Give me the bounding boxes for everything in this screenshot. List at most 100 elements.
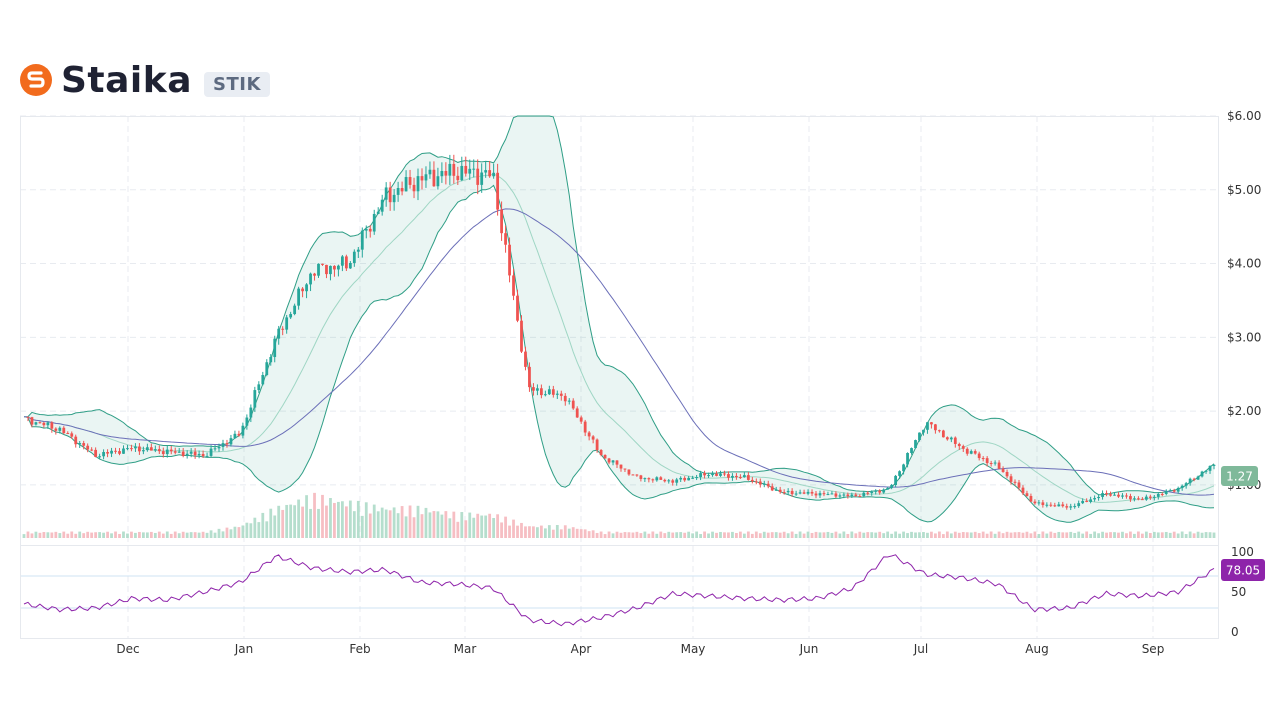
volume-bar bbox=[50, 532, 54, 538]
candle-body bbox=[122, 448, 125, 454]
volume-bar bbox=[233, 526, 237, 538]
candle-body bbox=[1188, 478, 1192, 484]
candle-body bbox=[384, 187, 388, 200]
candle-body bbox=[508, 244, 511, 276]
volume-bar bbox=[221, 531, 225, 538]
volume-bar bbox=[727, 532, 730, 538]
volume-bar bbox=[699, 534, 702, 538]
volume-bar bbox=[926, 532, 929, 538]
candle-body bbox=[778, 489, 782, 493]
candle-body bbox=[750, 479, 754, 482]
volume-bar bbox=[575, 528, 579, 538]
candle-body bbox=[870, 491, 874, 494]
volume-bar bbox=[627, 532, 631, 538]
volume-bar bbox=[1192, 533, 1196, 538]
candle-body bbox=[364, 228, 368, 231]
volume-bar bbox=[189, 532, 193, 538]
candle-body bbox=[818, 493, 822, 496]
volume-bar bbox=[655, 533, 659, 538]
volume-bar bbox=[364, 502, 368, 538]
candle-body bbox=[289, 314, 293, 318]
volume-bar bbox=[460, 512, 464, 538]
candle-body bbox=[488, 170, 492, 177]
volume-bar bbox=[719, 531, 722, 538]
volume-bar bbox=[826, 531, 830, 538]
candle-body bbox=[886, 487, 890, 490]
volume-bar bbox=[1140, 533, 1144, 538]
volume-bar bbox=[842, 531, 846, 538]
volume-bar bbox=[1152, 531, 1156, 538]
volume-bar bbox=[257, 522, 261, 538]
volume-bar bbox=[579, 529, 583, 538]
volume-bar bbox=[269, 508, 273, 538]
candle-body bbox=[528, 366, 531, 388]
candle-body bbox=[1208, 465, 1212, 471]
volume-bar bbox=[376, 511, 380, 538]
candle-body bbox=[667, 480, 671, 482]
candle-body bbox=[723, 473, 726, 475]
candle-body bbox=[193, 451, 197, 456]
volume-bar bbox=[90, 532, 94, 538]
volume-bar bbox=[1105, 532, 1108, 538]
candle-body bbox=[575, 408, 579, 418]
volume-bar bbox=[309, 508, 312, 538]
candle-body bbox=[599, 449, 603, 455]
candle-body bbox=[1200, 471, 1204, 477]
candle-body bbox=[173, 451, 177, 453]
volume-bar bbox=[683, 532, 687, 538]
candle-body bbox=[297, 288, 301, 306]
volume-bar bbox=[217, 528, 221, 538]
candle-body bbox=[50, 422, 54, 429]
volume-bar bbox=[651, 531, 655, 538]
volume-bar bbox=[340, 501, 344, 538]
candle-body bbox=[742, 475, 746, 478]
volume-bar bbox=[106, 531, 109, 538]
candle-body bbox=[842, 494, 846, 496]
candle-body bbox=[623, 468, 627, 470]
volume-bar bbox=[1121, 531, 1124, 538]
candle-body bbox=[1196, 476, 1200, 480]
volume-bar bbox=[985, 533, 989, 538]
volume-bar bbox=[1208, 532, 1212, 538]
candle-body bbox=[1168, 490, 1172, 492]
candle-body bbox=[114, 450, 117, 452]
candle-body bbox=[209, 448, 213, 456]
volume-bar bbox=[1021, 532, 1025, 538]
candle-body bbox=[169, 449, 173, 452]
volume-bar bbox=[424, 507, 428, 538]
volume-bar bbox=[1196, 531, 1200, 538]
rsi-tick-label: 100 bbox=[1231, 545, 1254, 559]
candle-body bbox=[126, 448, 129, 450]
volume-bar bbox=[360, 515, 364, 538]
candle-body bbox=[1113, 494, 1116, 496]
volume-bar bbox=[213, 532, 217, 538]
volume-bar bbox=[961, 532, 965, 538]
volume-bar bbox=[559, 529, 563, 538]
candle-body bbox=[352, 251, 356, 264]
volume-bar bbox=[973, 531, 977, 538]
volume-bar bbox=[452, 511, 456, 538]
candle-body bbox=[1164, 490, 1168, 494]
candle-body bbox=[94, 449, 98, 457]
candle-body bbox=[1133, 498, 1136, 500]
candle-body bbox=[878, 490, 882, 493]
candle-body bbox=[543, 394, 547, 396]
volume-bar bbox=[289, 504, 293, 538]
volume-bar bbox=[46, 532, 50, 538]
candle-body bbox=[830, 493, 834, 495]
candle-body bbox=[516, 295, 519, 321]
volume-bar bbox=[567, 528, 571, 538]
volume-bar bbox=[591, 530, 595, 538]
volume-bar bbox=[428, 512, 432, 538]
candle-body bbox=[727, 474, 730, 478]
volume-bar bbox=[687, 531, 691, 538]
x-tick-label: Aug bbox=[1025, 642, 1048, 656]
candle-body bbox=[301, 288, 304, 292]
header: Staika STIK bbox=[20, 58, 270, 102]
candle-body bbox=[926, 422, 929, 430]
candle-body bbox=[448, 163, 452, 176]
volume-bar bbox=[1061, 532, 1065, 538]
volume-bar bbox=[1093, 531, 1097, 538]
candle-body bbox=[1009, 476, 1013, 482]
